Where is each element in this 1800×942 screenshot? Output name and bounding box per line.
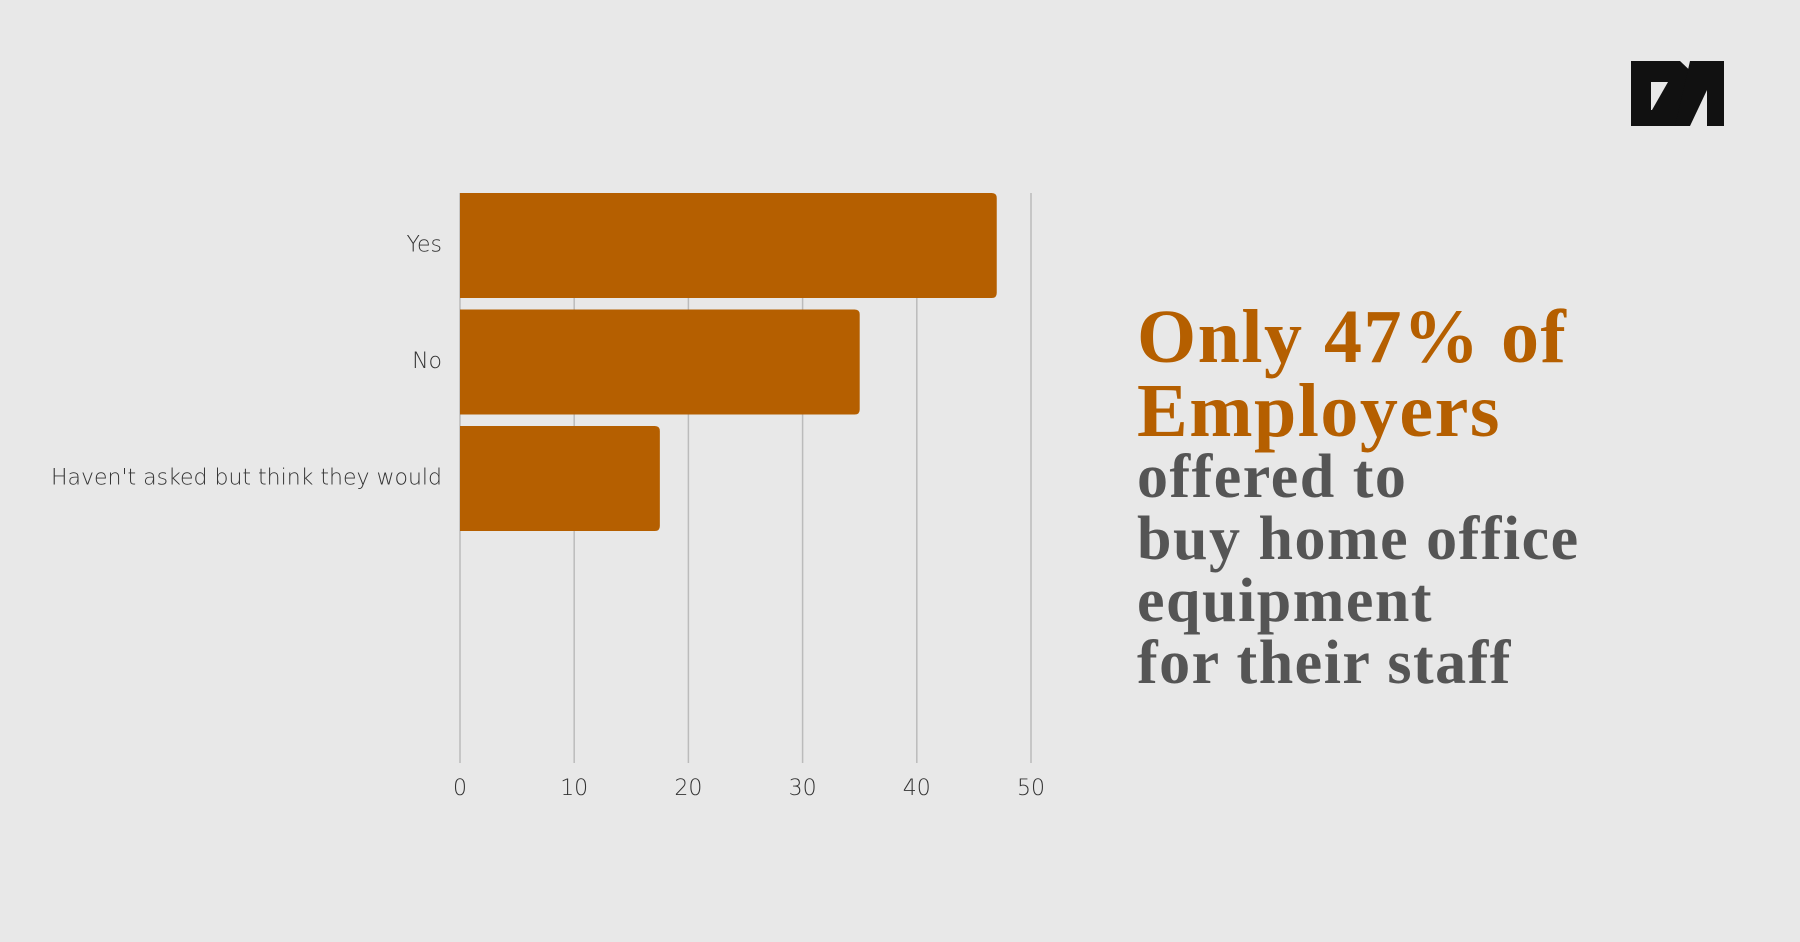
- headline-text: equipment: [1137, 567, 1433, 635]
- x-tick-label: 50: [1017, 776, 1045, 801]
- bar: [460, 309, 860, 415]
- x-tick-label: 40: [903, 776, 931, 801]
- headline-text: buy home office: [1137, 505, 1580, 573]
- headline-text: for their staff: [1137, 629, 1512, 697]
- logo: [1631, 61, 1724, 126]
- headline-highlight: Employers: [1137, 369, 1501, 453]
- bar: [460, 426, 660, 531]
- y-tick-label: No: [412, 349, 442, 374]
- y-tick-label: Yes: [406, 233, 442, 258]
- x-tick-label: 20: [674, 776, 702, 801]
- y-tick-label: Haven't asked but think they would: [51, 466, 442, 491]
- x-tick-label: 0: [453, 776, 467, 801]
- bar: [460, 193, 997, 298]
- logo-cut: [1651, 82, 1668, 110]
- headline-text: offered to: [1137, 443, 1407, 511]
- plot: 0 10 20 30 40 50 Yes No Haven't asked but think …: [51, 193, 1045, 801]
- x-tick-label: 10: [560, 776, 588, 801]
- headline-highlight: Only 47% of: [1137, 295, 1567, 379]
- logo-right: [1675, 61, 1724, 126]
- x-tick-label: 30: [789, 776, 817, 801]
